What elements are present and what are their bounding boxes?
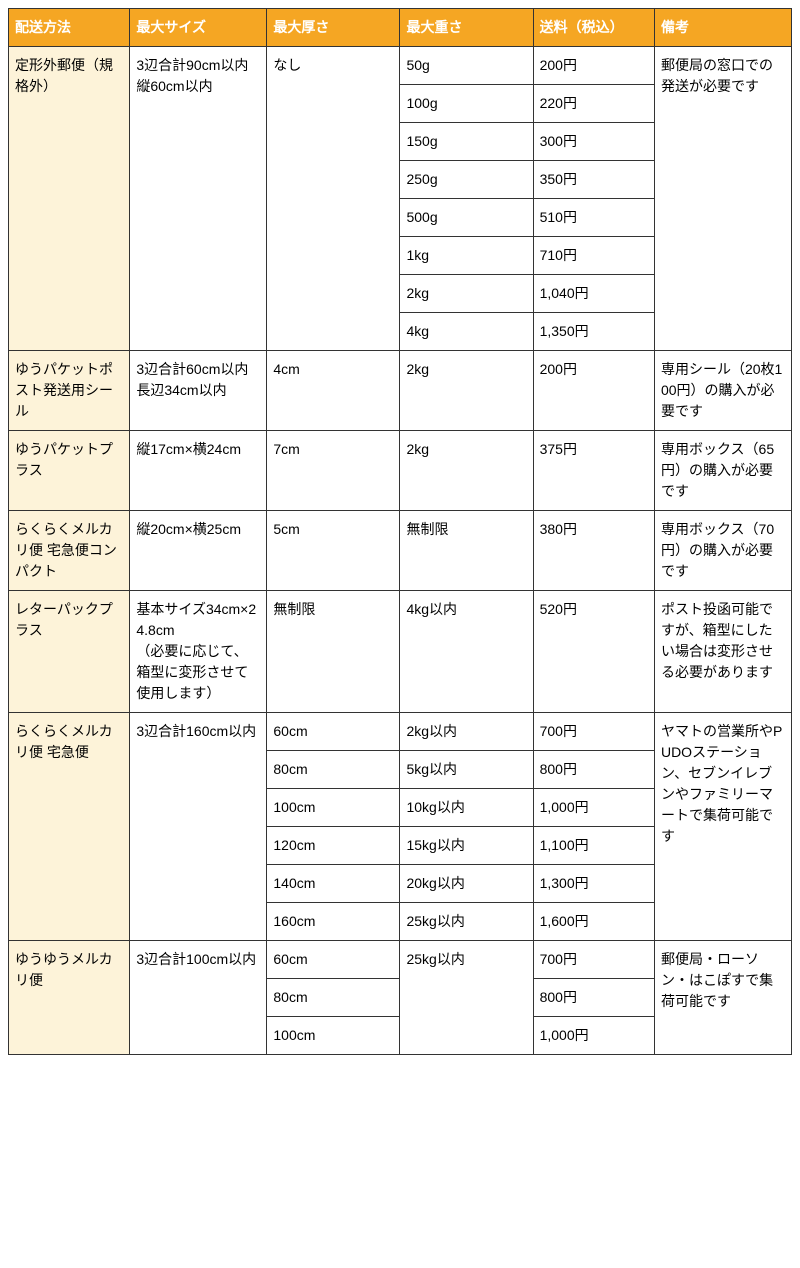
header-price: 送料（税込）	[533, 9, 654, 47]
note-cell: ヤマトの営業所やPUDOステーション、セブンイレブンやファミリーマートで集荷可能…	[654, 713, 791, 941]
price-cell: 200円	[533, 47, 654, 85]
price-cell: 1,300円	[533, 865, 654, 903]
header-thick: 最大厚さ	[267, 9, 400, 47]
note-cell: ポスト投函可能ですが、箱型にしたい場合は変形させる必要があります	[654, 591, 791, 713]
price-cell: 800円	[533, 979, 654, 1017]
size-cell: 縦20cm×横25cm	[130, 511, 267, 591]
weight-cell: 4kg	[400, 313, 533, 351]
table-row: ゆうパケットポスト発送用シール3辺合計60cm以内長辺34cm以内4cm2kg2…	[9, 351, 792, 431]
size-cell: 3辺合計90cm以内縦60cm以内	[130, 47, 267, 351]
size-cell: 3辺合計160cm以内	[130, 713, 267, 941]
weight-cell: 無制限	[400, 511, 533, 591]
weight-cell: 100g	[400, 85, 533, 123]
thick-cell: 80cm	[267, 751, 400, 789]
price-cell: 1,100円	[533, 827, 654, 865]
thick-cell: 140cm	[267, 865, 400, 903]
weight-cell: 20kg以内	[400, 865, 533, 903]
size-cell: 縦17cm×横24cm	[130, 431, 267, 511]
method-cell: ゆうゆうメルカリ便	[9, 941, 130, 1055]
note-cell: 専用ボックス（65円）の購入が必要です	[654, 431, 791, 511]
price-cell: 700円	[533, 941, 654, 979]
table-row: 定形外郵便（規格外）3辺合計90cm以内縦60cm以内なし50g200円郵便局の…	[9, 47, 792, 85]
thick-cell: 7cm	[267, 431, 400, 511]
thick-cell: 60cm	[267, 713, 400, 751]
header-size: 最大サイズ	[130, 9, 267, 47]
header-weight: 最大重さ	[400, 9, 533, 47]
note-cell: 専用シール（20枚100円）の購入が必要です	[654, 351, 791, 431]
price-cell: 350円	[533, 161, 654, 199]
table-row: レターパックプラス基本サイズ34cm×24.8cm（必要に応じて、箱型に変形させ…	[9, 591, 792, 713]
weight-cell: 250g	[400, 161, 533, 199]
method-cell: ゆうパケットプラス	[9, 431, 130, 511]
price-cell: 710円	[533, 237, 654, 275]
shipping-table: 配送方法 最大サイズ 最大厚さ 最大重さ 送料（税込） 備考 定形外郵便（規格外…	[8, 8, 792, 1055]
weight-cell: 4kg以内	[400, 591, 533, 713]
price-cell: 380円	[533, 511, 654, 591]
header-row: 配送方法 最大サイズ 最大厚さ 最大重さ 送料（税込） 備考	[9, 9, 792, 47]
thick-cell: 無制限	[267, 591, 400, 713]
note-cell: 郵便局の窓口での発送が必要です	[654, 47, 791, 351]
price-cell: 520円	[533, 591, 654, 713]
weight-cell: 150g	[400, 123, 533, 161]
method-cell: らくらくメルカリ便 宅急便	[9, 713, 130, 941]
price-cell: 1,000円	[533, 789, 654, 827]
thick-cell: 4cm	[267, 351, 400, 431]
price-cell: 220円	[533, 85, 654, 123]
weight-cell: 2kg	[400, 275, 533, 313]
price-cell: 510円	[533, 199, 654, 237]
price-cell: 1,350円	[533, 313, 654, 351]
size-cell: 3辺合計100cm以内	[130, 941, 267, 1055]
price-cell: 1,040円	[533, 275, 654, 313]
method-cell: レターパックプラス	[9, 591, 130, 713]
price-cell: 300円	[533, 123, 654, 161]
price-cell: 1,600円	[533, 903, 654, 941]
thick-cell: 160cm	[267, 903, 400, 941]
weight-cell: 5kg以内	[400, 751, 533, 789]
method-cell: ゆうパケットポスト発送用シール	[9, 351, 130, 431]
thick-cell: 100cm	[267, 1017, 400, 1055]
note-cell: 専用ボックス（70円）の購入が必要です	[654, 511, 791, 591]
thick-cell: 120cm	[267, 827, 400, 865]
price-cell: 800円	[533, 751, 654, 789]
thick-cell: 60cm	[267, 941, 400, 979]
price-cell: 375円	[533, 431, 654, 511]
weight-cell: 2kg以内	[400, 713, 533, 751]
price-cell: 700円	[533, 713, 654, 751]
weight-cell: 50g	[400, 47, 533, 85]
table-row: らくらくメルカリ便 宅急便3辺合計160cm以内60cm2kg以内700円ヤマト…	[9, 713, 792, 751]
size-cell: 3辺合計60cm以内長辺34cm以内	[130, 351, 267, 431]
method-cell: らくらくメルカリ便 宅急便コンパクト	[9, 511, 130, 591]
weight-cell: 15kg以内	[400, 827, 533, 865]
weight-cell: 25kg以内	[400, 941, 533, 1055]
header-note: 備考	[654, 9, 791, 47]
weight-cell: 2kg	[400, 351, 533, 431]
thick-cell: 100cm	[267, 789, 400, 827]
table-row: ゆうゆうメルカリ便3辺合計100cm以内60cm25kg以内700円郵便局・ロー…	[9, 941, 792, 979]
weight-cell: 2kg	[400, 431, 533, 511]
table-row: らくらくメルカリ便 宅急便コンパクト縦20cm×横25cm5cm無制限380円専…	[9, 511, 792, 591]
price-cell: 200円	[533, 351, 654, 431]
header-method: 配送方法	[9, 9, 130, 47]
table-row: ゆうパケットプラス縦17cm×横24cm7cm2kg375円専用ボックス（65円…	[9, 431, 792, 511]
thick-cell: 80cm	[267, 979, 400, 1017]
weight-cell: 10kg以内	[400, 789, 533, 827]
note-cell: 郵便局・ローソン・はこぽすで集荷可能です	[654, 941, 791, 1055]
weight-cell: 500g	[400, 199, 533, 237]
thick-cell: 5cm	[267, 511, 400, 591]
method-cell: 定形外郵便（規格外）	[9, 47, 130, 351]
price-cell: 1,000円	[533, 1017, 654, 1055]
weight-cell: 25kg以内	[400, 903, 533, 941]
weight-cell: 1kg	[400, 237, 533, 275]
thick-cell: なし	[267, 47, 400, 351]
size-cell: 基本サイズ34cm×24.8cm（必要に応じて、箱型に変形させて使用します）	[130, 591, 267, 713]
